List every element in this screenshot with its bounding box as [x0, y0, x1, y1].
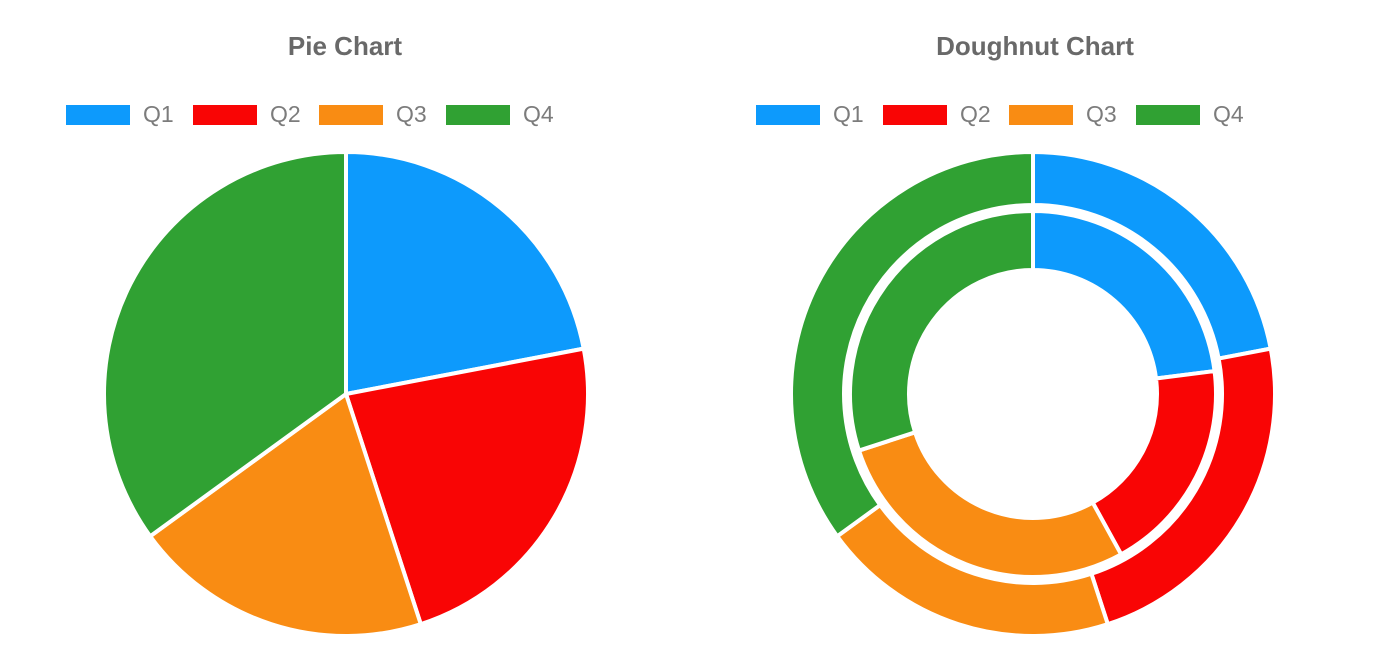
- legend-swatch-q4: [1136, 104, 1200, 125]
- doughnut-chart-plot: [789, 150, 1277, 639]
- doughnut-chart-legend: Q1 Q2 Q3 Q4: [690, 0, 1380, 140]
- doughnut-inner-slice-q3[interactable]: [856, 430, 1124, 579]
- doughnut-chart-title: Doughnut Chart: [936, 31, 1134, 61]
- legend-label-q2: Q2: [270, 101, 301, 127]
- legend-item-q2[interactable]: Q2: [883, 103, 991, 126]
- legend-label-q4: Q4: [1213, 101, 1244, 127]
- pie-chart-plot: [102, 150, 590, 639]
- legend-swatch-q3: [319, 104, 383, 125]
- legend-item-q3[interactable]: Q3: [319, 103, 427, 126]
- legend-swatch-q1: [66, 104, 130, 125]
- legend-label-q3: Q3: [396, 101, 427, 127]
- legend-swatch-q4: [446, 104, 510, 125]
- legend-swatch-q1: [756, 104, 820, 125]
- legend-item-q2[interactable]: Q2: [193, 103, 301, 126]
- legend-item-q3[interactable]: Q3: [1009, 103, 1117, 126]
- doughnut-outer-slice-q4[interactable]: [789, 150, 1035, 539]
- legend-item-q1[interactable]: Q1: [756, 103, 864, 126]
- legend-label-q4: Q4: [523, 101, 554, 127]
- pie-slice-q2[interactable]: [344, 346, 590, 627]
- pie-slice-q3[interactable]: [148, 392, 423, 639]
- pie-slice-q4[interactable]: [102, 150, 348, 539]
- legend-item-q1[interactable]: Q1: [66, 103, 174, 126]
- legend-item-q4[interactable]: Q4: [1136, 103, 1244, 126]
- pie-slice-q1[interactable]: [344, 150, 586, 396]
- pie-chart-panel: Pie Chart Q1 Q2 Q3 Q4: [0, 0, 690, 639]
- legend-label-q2: Q2: [960, 101, 991, 127]
- doughnut-inner-slice-q4[interactable]: [848, 209, 1035, 453]
- legend-label-q1: Q1: [143, 101, 174, 127]
- legend-item-q4[interactable]: Q4: [446, 103, 554, 126]
- legend-swatch-q2: [883, 104, 947, 125]
- pie-chart-legend: Q1 Q2 Q3 Q4: [0, 0, 690, 140]
- legend-label-q1: Q1: [833, 101, 864, 127]
- doughnut-chart-panel: Doughnut Chart Q1 Q2 Q3 Q4: [690, 0, 1380, 666]
- legend-swatch-q3: [1009, 104, 1073, 125]
- legend-label-q3: Q3: [1086, 101, 1117, 127]
- legend-swatch-q2: [193, 104, 257, 125]
- pie-chart-title: Pie Chart: [287, 31, 403, 61]
